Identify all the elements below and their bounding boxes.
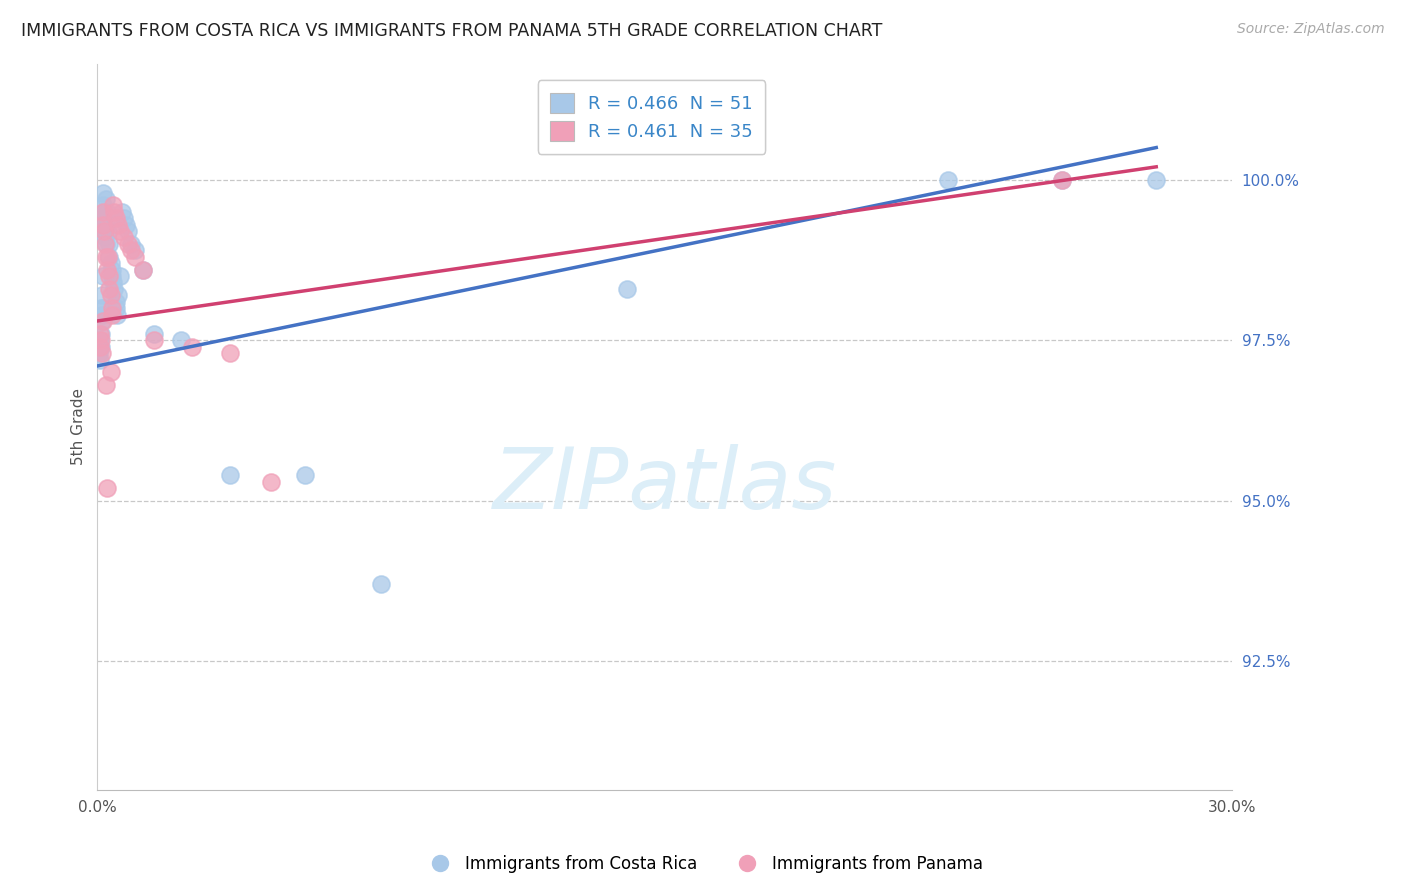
Point bbox=[93, 218, 115, 232]
Point bbox=[117, 236, 139, 251]
Point bbox=[124, 244, 146, 258]
Point bbox=[96, 204, 118, 219]
Legend: R = 0.466  N = 51, R = 0.461  N = 35: R = 0.466 N = 51, R = 0.461 N = 35 bbox=[537, 80, 765, 153]
Point bbox=[90, 326, 112, 341]
Point bbox=[100, 268, 122, 283]
Point bbox=[94, 378, 117, 392]
Point bbox=[117, 224, 139, 238]
Point bbox=[94, 250, 117, 264]
Point bbox=[91, 268, 114, 283]
Point bbox=[90, 346, 112, 360]
Point bbox=[94, 236, 117, 251]
Point bbox=[91, 186, 114, 200]
Point bbox=[101, 262, 124, 277]
Point bbox=[100, 301, 122, 315]
Point bbox=[93, 204, 115, 219]
Point bbox=[97, 224, 120, 238]
Point bbox=[112, 230, 135, 244]
Text: ZIPatlas: ZIPatlas bbox=[492, 443, 837, 526]
Point bbox=[120, 236, 142, 251]
Point bbox=[105, 308, 128, 322]
Point bbox=[94, 192, 117, 206]
Point bbox=[103, 276, 125, 290]
Point bbox=[132, 262, 155, 277]
Point bbox=[1050, 172, 1073, 186]
Point bbox=[103, 198, 125, 212]
Point bbox=[124, 250, 146, 264]
Point bbox=[103, 204, 125, 219]
Point bbox=[93, 224, 115, 238]
Point bbox=[93, 198, 115, 212]
Point bbox=[100, 256, 122, 270]
Point bbox=[91, 301, 114, 315]
Point bbox=[143, 326, 166, 341]
Point bbox=[936, 172, 959, 186]
Point bbox=[89, 340, 111, 354]
Point bbox=[616, 282, 638, 296]
Point bbox=[90, 333, 112, 347]
Point bbox=[93, 211, 115, 226]
Point bbox=[90, 308, 112, 322]
Point bbox=[96, 262, 118, 277]
Point bbox=[370, 577, 392, 591]
Point bbox=[180, 340, 202, 354]
Point bbox=[107, 288, 129, 302]
Point bbox=[218, 346, 240, 360]
Point bbox=[98, 282, 121, 296]
Point bbox=[294, 468, 316, 483]
Point bbox=[94, 236, 117, 251]
Point bbox=[89, 333, 111, 347]
Point bbox=[90, 314, 112, 328]
Point bbox=[94, 230, 117, 244]
Point bbox=[91, 314, 114, 328]
Point bbox=[132, 262, 155, 277]
Point bbox=[96, 481, 118, 495]
Point bbox=[1050, 172, 1073, 186]
Point bbox=[120, 244, 142, 258]
Point bbox=[114, 218, 136, 232]
Point bbox=[218, 468, 240, 483]
Point bbox=[94, 224, 117, 238]
Point bbox=[91, 288, 114, 302]
Point bbox=[101, 308, 124, 322]
Point bbox=[107, 218, 129, 232]
Point bbox=[1144, 172, 1167, 186]
Legend: Immigrants from Costa Rica, Immigrants from Panama: Immigrants from Costa Rica, Immigrants f… bbox=[416, 848, 990, 880]
Point bbox=[100, 365, 122, 379]
Point bbox=[111, 204, 134, 219]
Point bbox=[143, 333, 166, 347]
Point bbox=[89, 352, 111, 367]
Text: Source: ZipAtlas.com: Source: ZipAtlas.com bbox=[1237, 22, 1385, 37]
Point bbox=[90, 340, 112, 354]
Point bbox=[91, 204, 114, 219]
Point bbox=[260, 475, 283, 489]
Point bbox=[103, 282, 125, 296]
Point bbox=[97, 250, 120, 264]
Point bbox=[108, 268, 131, 283]
Point bbox=[89, 346, 111, 360]
Point bbox=[97, 268, 120, 283]
Point bbox=[104, 294, 127, 309]
Point bbox=[96, 218, 118, 232]
Point bbox=[169, 333, 191, 347]
Point bbox=[105, 301, 128, 315]
Point bbox=[97, 236, 120, 251]
Point bbox=[93, 218, 115, 232]
Point bbox=[89, 326, 111, 341]
Point bbox=[100, 288, 122, 302]
Y-axis label: 5th Grade: 5th Grade bbox=[72, 388, 86, 466]
Text: IMMIGRANTS FROM COSTA RICA VS IMMIGRANTS FROM PANAMA 5TH GRADE CORRELATION CHART: IMMIGRANTS FROM COSTA RICA VS IMMIGRANTS… bbox=[21, 22, 883, 40]
Point bbox=[112, 211, 135, 226]
Point bbox=[108, 224, 131, 238]
Point bbox=[90, 301, 112, 315]
Point bbox=[98, 250, 121, 264]
Point bbox=[105, 211, 128, 226]
